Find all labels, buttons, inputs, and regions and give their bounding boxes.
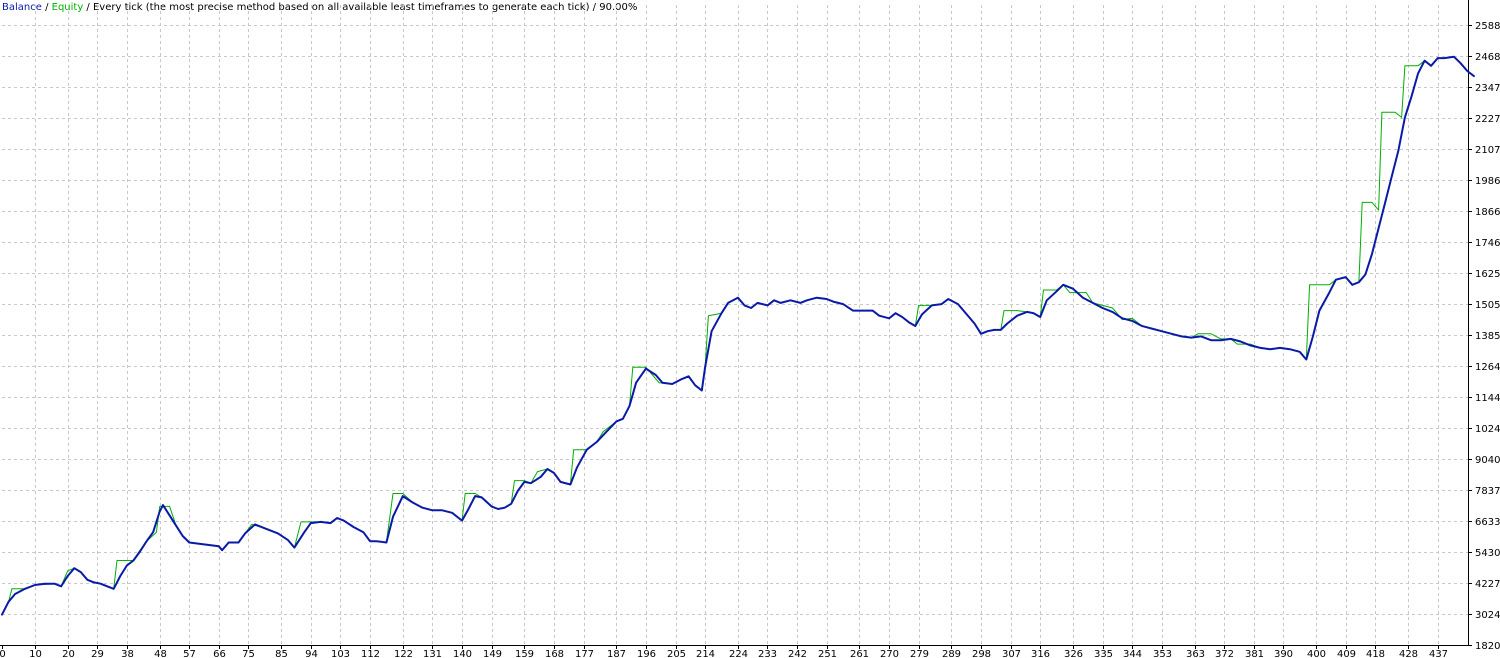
x-tick-label: 261: [850, 649, 869, 658]
y-tick-label: 17462: [1475, 238, 1500, 249]
chart-header: Balance / Equity / Every tick (the most …: [2, 2, 637, 14]
x-tick-label: 140: [453, 649, 472, 658]
y-tick-label: 1820: [1475, 641, 1500, 652]
axes: [0, 0, 1469, 646]
y-tick-label: 22275: [1475, 114, 1500, 125]
y-tick-label: 25885: [1475, 21, 1500, 32]
x-tick-label: 437: [1429, 649, 1448, 658]
x-tick-label: 251: [818, 649, 837, 658]
x-tick-label: 205: [667, 649, 686, 658]
y-tick-label: 7837: [1475, 486, 1500, 497]
x-tick-label: 233: [758, 649, 777, 658]
x-tick-label: 196: [637, 649, 656, 658]
x-tick-label: 242: [788, 649, 807, 658]
x-tick-label: 400: [1307, 649, 1326, 658]
x-tick-label: 85: [275, 649, 288, 658]
y-tick-label: 13853: [1475, 331, 1500, 342]
x-tick-label: 428: [1399, 649, 1418, 658]
x-tick-label: 418: [1366, 649, 1385, 658]
series-group: [1, 55, 1475, 616]
x-tick-label: 307: [1002, 649, 1021, 658]
x-tick-label: 38: [121, 649, 134, 658]
y-tick-label: 10243: [1475, 424, 1500, 435]
x-tick-label: 66: [213, 649, 226, 658]
x-tick-label: 326: [1064, 649, 1083, 658]
x-tick-label: 57: [183, 649, 196, 658]
x-tick-label: 168: [545, 649, 564, 658]
x-tick-label: 187: [607, 649, 626, 658]
x-tick-label: 20: [62, 649, 75, 658]
y-tick-label: 4227: [1475, 579, 1500, 590]
y-tick-label: 19869: [1475, 176, 1500, 187]
y-axis-ticks: 1820 3024 4227 5430 6633 7837 9040 10243 11446 12…: [1468, 21, 1500, 652]
x-tick-label: 409: [1337, 649, 1356, 658]
x-tick-label: 103: [331, 649, 350, 658]
x-tick-label: 289: [942, 649, 961, 658]
x-tick-label: 224: [729, 649, 748, 658]
x-axis-ticks: 0 10 20 29 38 48 57 66 75 85 94 103 112 122 131 140 149 1…: [0, 645, 1448, 658]
x-tick-label: 214: [696, 649, 715, 658]
y-tick-label: 16259: [1475, 269, 1500, 280]
x-tick-label: 177: [575, 649, 594, 658]
x-tick-label: 381: [1245, 649, 1264, 658]
y-tick-label: 15056: [1475, 300, 1500, 311]
x-tick-label: 270: [880, 649, 899, 658]
x-tick-label: 29: [91, 649, 104, 658]
modelling-quality: 90.00%: [599, 2, 638, 13]
x-tick-label: 131: [423, 649, 442, 658]
x-tick-label: 48: [154, 649, 167, 658]
x-tick-label: 344: [1123, 649, 1142, 658]
x-tick-label: 353: [1153, 649, 1172, 658]
balance-line: [1, 55, 1475, 616]
x-tick-label: 112: [361, 649, 380, 658]
y-tick-label: 6633: [1475, 517, 1500, 528]
model-description: Every tick (the most precise method base…: [92, 2, 590, 13]
y-tick-label: 5430: [1475, 548, 1500, 559]
y-tick-label: 11446: [1475, 393, 1500, 404]
x-tick-label: 149: [483, 649, 502, 658]
x-tick-label: 335: [1094, 649, 1113, 658]
equity-legend-label: Equity: [51, 2, 84, 13]
x-tick-label: 75: [242, 649, 255, 658]
y-tick-label: 9040: [1475, 455, 1500, 466]
header-separator: /: [41, 2, 52, 13]
x-tick-label: 298: [972, 649, 991, 658]
x-tick-label: 372: [1215, 649, 1234, 658]
y-tick-label: 3024: [1475, 610, 1500, 621]
x-tick-label: 0: [0, 649, 6, 658]
x-tick-label: 122: [394, 649, 413, 658]
x-tick-label: 390: [1274, 649, 1293, 658]
balance-legend-label: Balance: [2, 2, 42, 13]
header-separator: /: [589, 2, 600, 13]
y-tick-label: 12649: [1475, 362, 1500, 373]
x-tick-label: 363: [1186, 649, 1205, 658]
x-tick-label: 10: [29, 649, 42, 658]
grid-lines: [2, 5, 1468, 645]
y-tick-label: 23479: [1475, 83, 1500, 94]
equity-line: [1, 56, 1475, 616]
x-tick-label: 316: [1031, 649, 1050, 658]
x-tick-label: 279: [910, 649, 929, 658]
header-separator: /: [83, 2, 93, 13]
x-tick-label: 159: [515, 649, 534, 658]
y-tick-label: 18666: [1475, 207, 1500, 218]
x-tick-label: 94: [305, 649, 318, 658]
